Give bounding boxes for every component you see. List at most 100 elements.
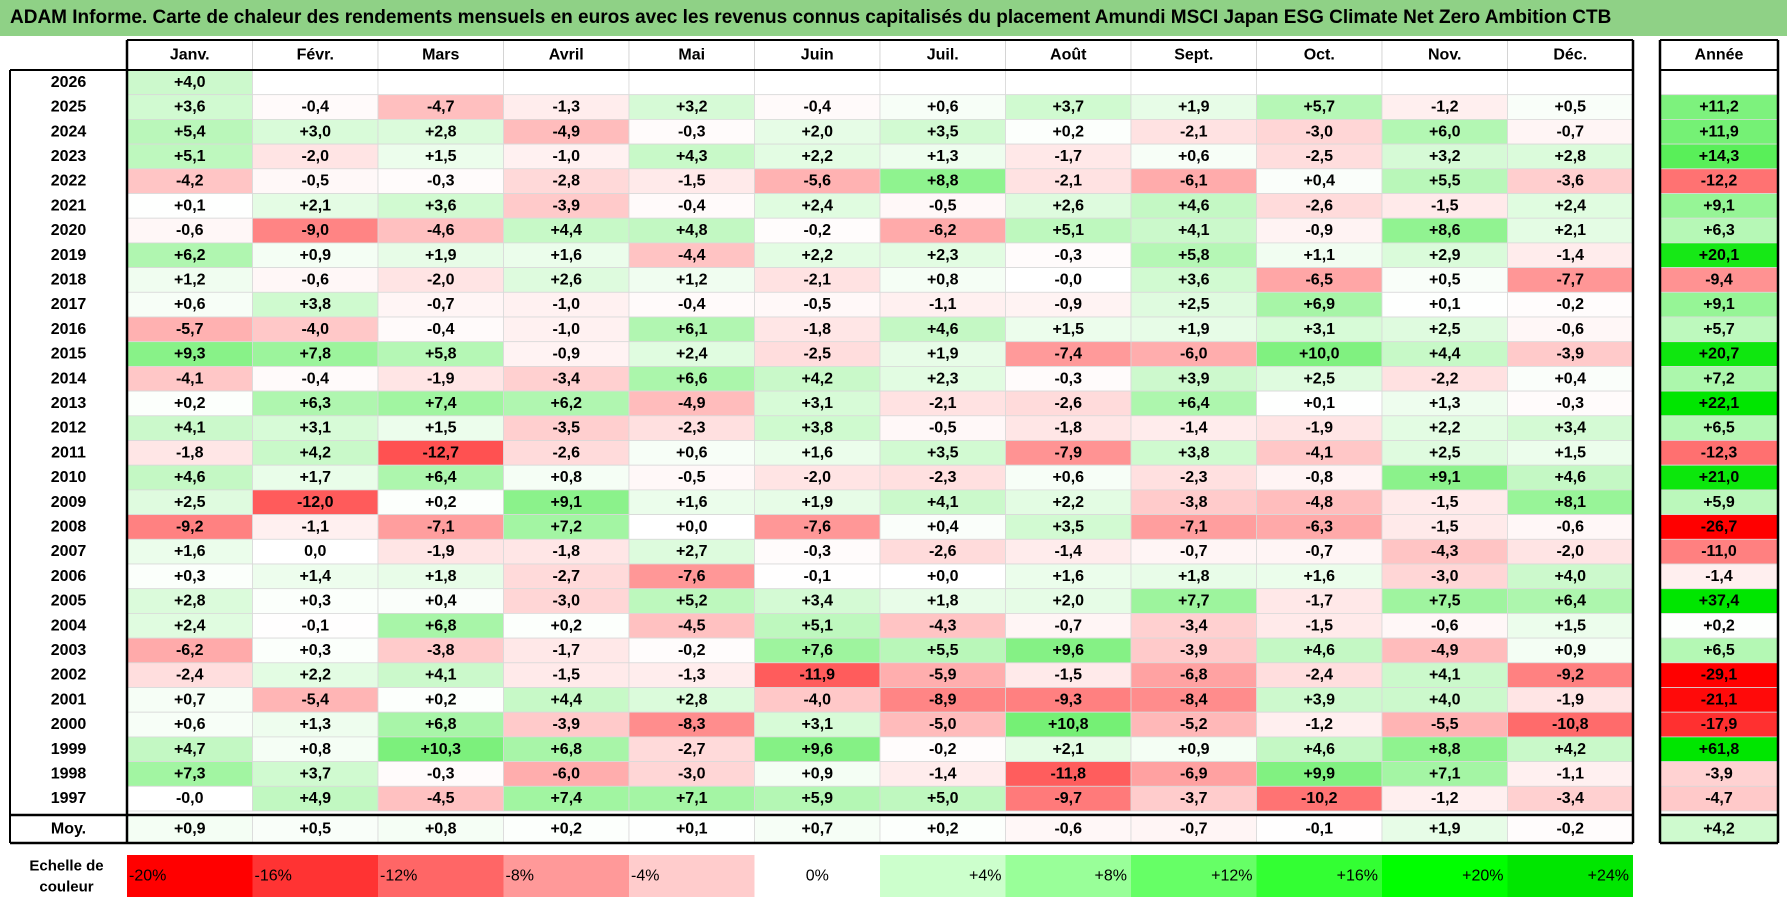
heatmap-cell-value: +4,6 (1178, 197, 1210, 214)
heatmap-cell-value: -7,9 (1054, 444, 1082, 461)
heatmap-cell (879, 464, 1006, 491)
heatmap-cell (1507, 168, 1634, 194)
heatmap-cell (1381, 291, 1508, 318)
year-label: 2019 (51, 247, 87, 264)
column-header-label: Déc. (1553, 47, 1587, 64)
heatmap-cell (1381, 662, 1508, 688)
heatmap-cell-value: +0,9 (1178, 741, 1210, 758)
heatmap-cell (1256, 687, 1383, 713)
heatmap-cell-value: +2,0 (801, 123, 833, 140)
heatmap-cell (879, 538, 1006, 565)
heatmap-cell-value: +1,6 (550, 247, 582, 264)
average-cell-value: -0,7 (1180, 821, 1208, 838)
heatmap-cell-value: -0,6 (176, 222, 204, 239)
year-label: 2004 (51, 617, 87, 634)
heatmap-cell-value: +1,4 (299, 568, 331, 585)
heatmap-cell (126, 563, 253, 590)
heatmap-cell-value: -1,8 (552, 543, 580, 560)
heatmap-cell (1130, 168, 1257, 194)
heatmap-cell-value: +1,2 (676, 271, 708, 288)
column-header-cell (879, 39, 1006, 71)
heatmap-cell (126, 193, 253, 219)
heatmap-cell (628, 119, 755, 145)
heatmap-cell (1256, 341, 1383, 367)
average-cell (754, 814, 881, 844)
heatmap-cell (1005, 94, 1132, 120)
year-label: 2022 (51, 173, 87, 190)
heatmap-cell (754, 94, 881, 120)
heatmap-cell-value: -7,6 (803, 518, 831, 535)
heatmap-cell (126, 119, 253, 145)
average-cell-value: +1,9 (1429, 821, 1461, 838)
heatmap-cell (754, 143, 881, 170)
heatmap-cell (754, 514, 881, 540)
heatmap-cell-value: +3,4 (801, 593, 833, 610)
average-cell (1381, 814, 1508, 844)
column-header-cell (1130, 39, 1257, 71)
legend-swatch-label: -8% (506, 868, 534, 885)
heatmap-cell-value: +1,9 (425, 247, 457, 264)
heatmap-cell (503, 193, 630, 219)
heatmap-cell-value: +1,3 (299, 716, 331, 733)
heatmap-cell (503, 94, 630, 120)
annual-cell-value: -3,9 (1705, 765, 1733, 782)
heatmap-cell (1256, 613, 1383, 639)
heatmap-cell-value: +2,4 (174, 617, 206, 634)
heatmap-cell (252, 242, 379, 268)
heatmap-cell-value: +3,0 (299, 123, 331, 140)
heatmap-cell-value: +2,9 (1429, 247, 1461, 264)
heatmap-cell (1507, 736, 1634, 763)
heatmap-cell-value: +0,4 (425, 593, 457, 610)
heatmap-cell-value: +2,6 (1052, 197, 1084, 214)
heatmap-cell (1256, 711, 1383, 738)
heatmap-cell-value: +2,4 (676, 346, 708, 363)
heatmap-cell (1130, 588, 1257, 614)
heatmap-cell-value: -2,3 (929, 469, 957, 486)
heatmap-cell (252, 341, 379, 367)
heatmap-cell-value: -2,5 (1305, 148, 1333, 165)
heatmap-cell-value: +4,2 (299, 444, 331, 461)
average-cell (1130, 814, 1257, 844)
heatmap-cell-value: -0,6 (1431, 617, 1459, 634)
heatmap-cell (252, 69, 379, 96)
legend-swatch-label: +4% (969, 868, 1001, 885)
heatmap-cell-value: -0,1 (803, 568, 831, 585)
heatmap-cell-value: -9,7 (1054, 790, 1082, 807)
heatmap-cell (879, 613, 1006, 639)
year-label: 2024 (51, 123, 87, 140)
heatmap-cell-value: +0,2 (425, 691, 457, 708)
heatmap-cell-value: +0,9 (801, 765, 833, 782)
heatmap-cell (1130, 242, 1257, 268)
heatmap-cell-value: +3,1 (299, 420, 331, 437)
heatmap-cell-value: +9,9 (1303, 765, 1335, 782)
heatmap-cell (628, 514, 755, 540)
year-label: 2008 (51, 518, 87, 535)
legend-swatch (754, 855, 880, 897)
heatmap-cell (1005, 637, 1132, 664)
heatmap-cell-value: +6,8 (550, 741, 582, 758)
heatmap-cell-value: +2,8 (174, 593, 206, 610)
average-annual-value: +4,2 (1703, 821, 1735, 838)
heatmap-cell (1130, 415, 1257, 441)
heatmap-cell-value: +4,6 (1303, 642, 1335, 659)
heatmap-cell (126, 538, 253, 565)
heatmap-cell (1005, 761, 1132, 787)
heatmap-cell (503, 736, 630, 763)
heatmap-cell (628, 687, 755, 713)
year-label: 1998 (51, 765, 87, 782)
heatmap-cell (377, 514, 504, 540)
annual-cell-value: +5,7 (1703, 321, 1735, 338)
heatmap-cell (1005, 242, 1132, 268)
heatmap-cell-value: -3,9 (1180, 642, 1208, 659)
heatmap-cell-value: +5,1 (1052, 222, 1084, 239)
heatmap-cell-value: -0,3 (678, 123, 706, 140)
year-label: 2026 (51, 74, 87, 91)
annual-cell-value: -11,0 (1701, 543, 1737, 560)
heatmap-cell (377, 291, 504, 318)
heatmap-cell-value: +10,0 (1299, 346, 1340, 363)
heatmap-cell (1130, 662, 1257, 688)
heatmap-cell (1256, 563, 1383, 590)
heatmap-cell (126, 785, 253, 812)
heatmap-cell-value: +8,6 (1429, 222, 1461, 239)
heatmap-cell (754, 415, 881, 441)
